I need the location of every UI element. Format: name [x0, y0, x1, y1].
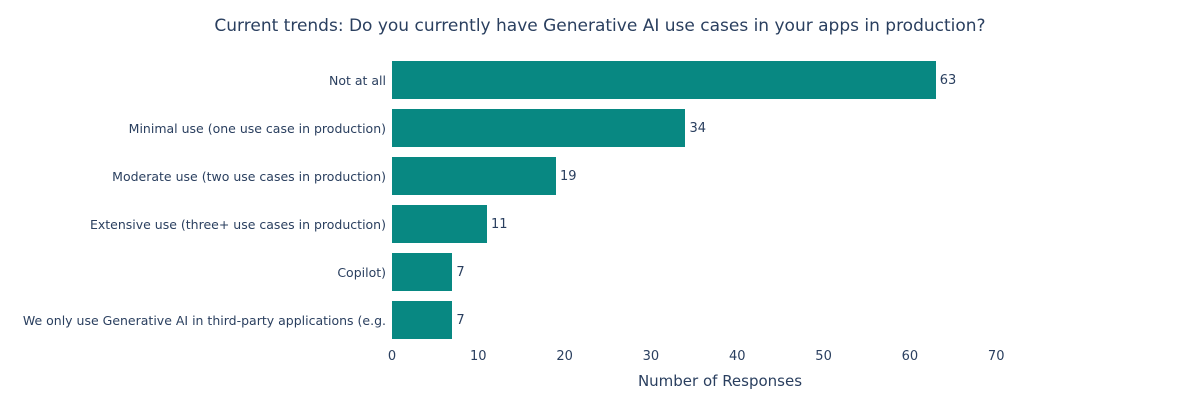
bar	[392, 157, 556, 195]
x-tick-label: 70	[987, 349, 1005, 364]
category-label: Extensive use (three+ use cases in produ…	[89, 216, 386, 232]
x-tick-label: 50	[815, 349, 832, 364]
x-tick-label: 40	[728, 349, 746, 364]
category-label: Minimal use (one use case in production)	[128, 120, 386, 136]
value-label: 7	[456, 312, 465, 328]
bar	[392, 109, 686, 147]
y-axis-category-labels: Not at all Minimal use (one use case in p…	[0, 56, 386, 344]
bar	[392, 61, 936, 99]
bar-row: 34	[392, 104, 1048, 152]
bar-row: 7	[392, 248, 1048, 296]
category-label: Not at all	[328, 72, 386, 88]
category-label: Moderate use (two use cases in productio…	[112, 168, 386, 184]
bar-row: 11	[392, 200, 1048, 248]
bar	[392, 301, 453, 339]
chart-title: Current trends: Do you currently have Ge…	[214, 16, 986, 36]
bar	[392, 205, 487, 243]
x-axis-tick-labels: 0 10 20 30 40 50 60 70	[388, 349, 1048, 365]
x-axis-title: Number of Responses	[637, 372, 803, 390]
x-tick-label: 20	[556, 349, 573, 364]
value-label: 63	[939, 72, 957, 88]
category-label: We only use Generative AI in third-party…	[22, 312, 386, 328]
bar	[392, 253, 453, 291]
x-tick-label: 30	[642, 349, 660, 364]
x-tick-label: 0	[387, 349, 397, 364]
category-label: Copilot)	[337, 264, 386, 280]
x-tick-label: 60	[901, 349, 919, 364]
value-label: 11	[490, 216, 508, 232]
bar-row: 7	[392, 296, 1048, 344]
x-tick-label: 10	[470, 349, 487, 364]
bar-row: 19	[392, 152, 1048, 200]
value-label: 7	[456, 264, 465, 280]
value-label: 34	[689, 120, 707, 136]
bar-row: 63	[392, 56, 1048, 104]
value-label: 19	[560, 168, 577, 184]
plot-area: 63 34 19 11 7 7	[392, 56, 1048, 344]
